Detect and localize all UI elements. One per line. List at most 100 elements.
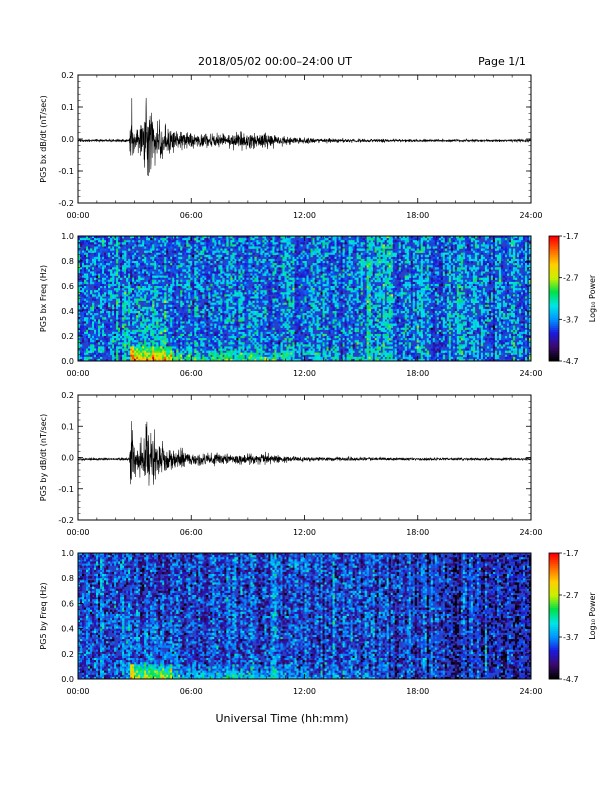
heatmap-cell (170, 329, 173, 333)
heatmap-cell (112, 354, 115, 358)
heatmap-cell (166, 340, 169, 343)
heatmap-cell (162, 238, 165, 241)
heatmap-cell (196, 336, 199, 339)
heatmap-cell (282, 294, 285, 297)
heatmap-cell (210, 308, 213, 312)
heatmap-cell (208, 338, 211, 341)
heatmap-cell (296, 261, 299, 264)
heatmap-cell (178, 338, 181, 341)
heatmap-cell (288, 354, 291, 358)
heatmap-cell (164, 350, 167, 353)
heatmap-cell (234, 338, 237, 341)
heatmap-cell (252, 350, 255, 353)
heatmap-cell (220, 292, 223, 295)
heatmap-cell (302, 281, 305, 285)
heatmap-cell (308, 350, 311, 353)
heatmap-cell (80, 298, 83, 301)
heatmap-cell (142, 358, 145, 362)
heatmap-cell (312, 311, 315, 314)
heatmap-cell (102, 338, 105, 341)
heatmap-cell (200, 348, 203, 351)
heatmap-cell (186, 348, 189, 351)
heatmap-cell (280, 265, 283, 268)
heatmap-cell (270, 356, 273, 360)
heatmap-cell (170, 296, 173, 299)
heatmap-cell (260, 279, 263, 283)
heatmap-cell (216, 281, 219, 285)
heatmap-cell (170, 269, 173, 272)
heatmap-cell (230, 281, 233, 285)
heatmap-cell (308, 300, 311, 303)
heatmap-cell (226, 242, 229, 245)
heatmap-cell (250, 358, 253, 362)
heatmap-cell (306, 319, 309, 322)
heatmap-cell (270, 281, 273, 285)
heatmap-cell (168, 317, 171, 320)
heatmap-cell (268, 244, 271, 247)
heatmap-cell (124, 354, 127, 358)
heatmap-cell (286, 308, 289, 312)
heatmap-cell (228, 294, 231, 297)
heatmap-cell (206, 244, 209, 247)
heatmap-cell (222, 356, 225, 360)
heatmap-cell (244, 352, 247, 356)
heatmap-cell (216, 313, 219, 316)
heatmap-cell (96, 281, 99, 285)
heatmap-cell (98, 279, 101, 283)
heatmap-cell (220, 236, 223, 239)
heatmap-cell (220, 252, 223, 256)
heatmap-cell (130, 344, 133, 347)
heatmap-cell (96, 279, 99, 283)
heatmap-cell (290, 271, 293, 274)
heatmap-cell (200, 238, 203, 241)
heatmap-cell (200, 358, 203, 362)
heatmap-cell (222, 329, 225, 333)
heatmap-cell (78, 267, 81, 270)
heatmap-cell (142, 246, 145, 249)
heatmap-cell (172, 267, 175, 270)
heatmap-cell (270, 300, 273, 303)
heatmap-cell (270, 258, 273, 262)
heatmap-cell (230, 300, 233, 303)
heatmap-cell (288, 265, 291, 268)
heatmap-cell (90, 358, 93, 362)
heatmap-cell (120, 281, 123, 285)
heatmap-cell (242, 277, 245, 281)
heatmap-cell (158, 331, 161, 335)
heatmap-cell (84, 356, 87, 360)
heatmap-cell (86, 248, 89, 251)
heatmap-cell (182, 338, 185, 341)
heatmap-cell (134, 323, 137, 326)
heatmap-cell (302, 302, 305, 306)
heatmap-cell (280, 344, 283, 347)
heatmap-cell (296, 281, 299, 285)
heatmap-cell (246, 271, 249, 274)
heatmap-cell (128, 298, 131, 301)
heatmap-cell (188, 323, 191, 326)
heatmap-cell (236, 290, 239, 293)
heatmap-cell (156, 333, 159, 337)
heatmap-cell (232, 252, 235, 256)
heatmap-cell (282, 350, 285, 353)
heatmap-cell (294, 265, 297, 268)
heatmap-cell (82, 290, 85, 293)
heatmap-cell (190, 292, 193, 295)
heatmap-cell (92, 352, 95, 356)
heatmap-cell (162, 250, 165, 253)
heatmap-cell (178, 281, 181, 285)
heatmap-cell (182, 242, 185, 245)
heatmap-cell (178, 244, 181, 247)
heatmap-cell (266, 236, 269, 239)
spectrogram-1 (78, 236, 532, 362)
heatmap-cell (318, 279, 321, 283)
heatmap-cell (278, 236, 281, 239)
heatmap-cell (140, 311, 143, 314)
heatmap-cell (122, 325, 125, 328)
heatmap-cell (104, 333, 107, 337)
heatmap-cell (242, 319, 245, 322)
heatmap-cell (254, 346, 257, 349)
heatmap-cell (248, 265, 251, 268)
heatmap-cell (96, 271, 99, 274)
heatmap-cell (238, 294, 241, 297)
heatmap-cell (132, 242, 135, 245)
